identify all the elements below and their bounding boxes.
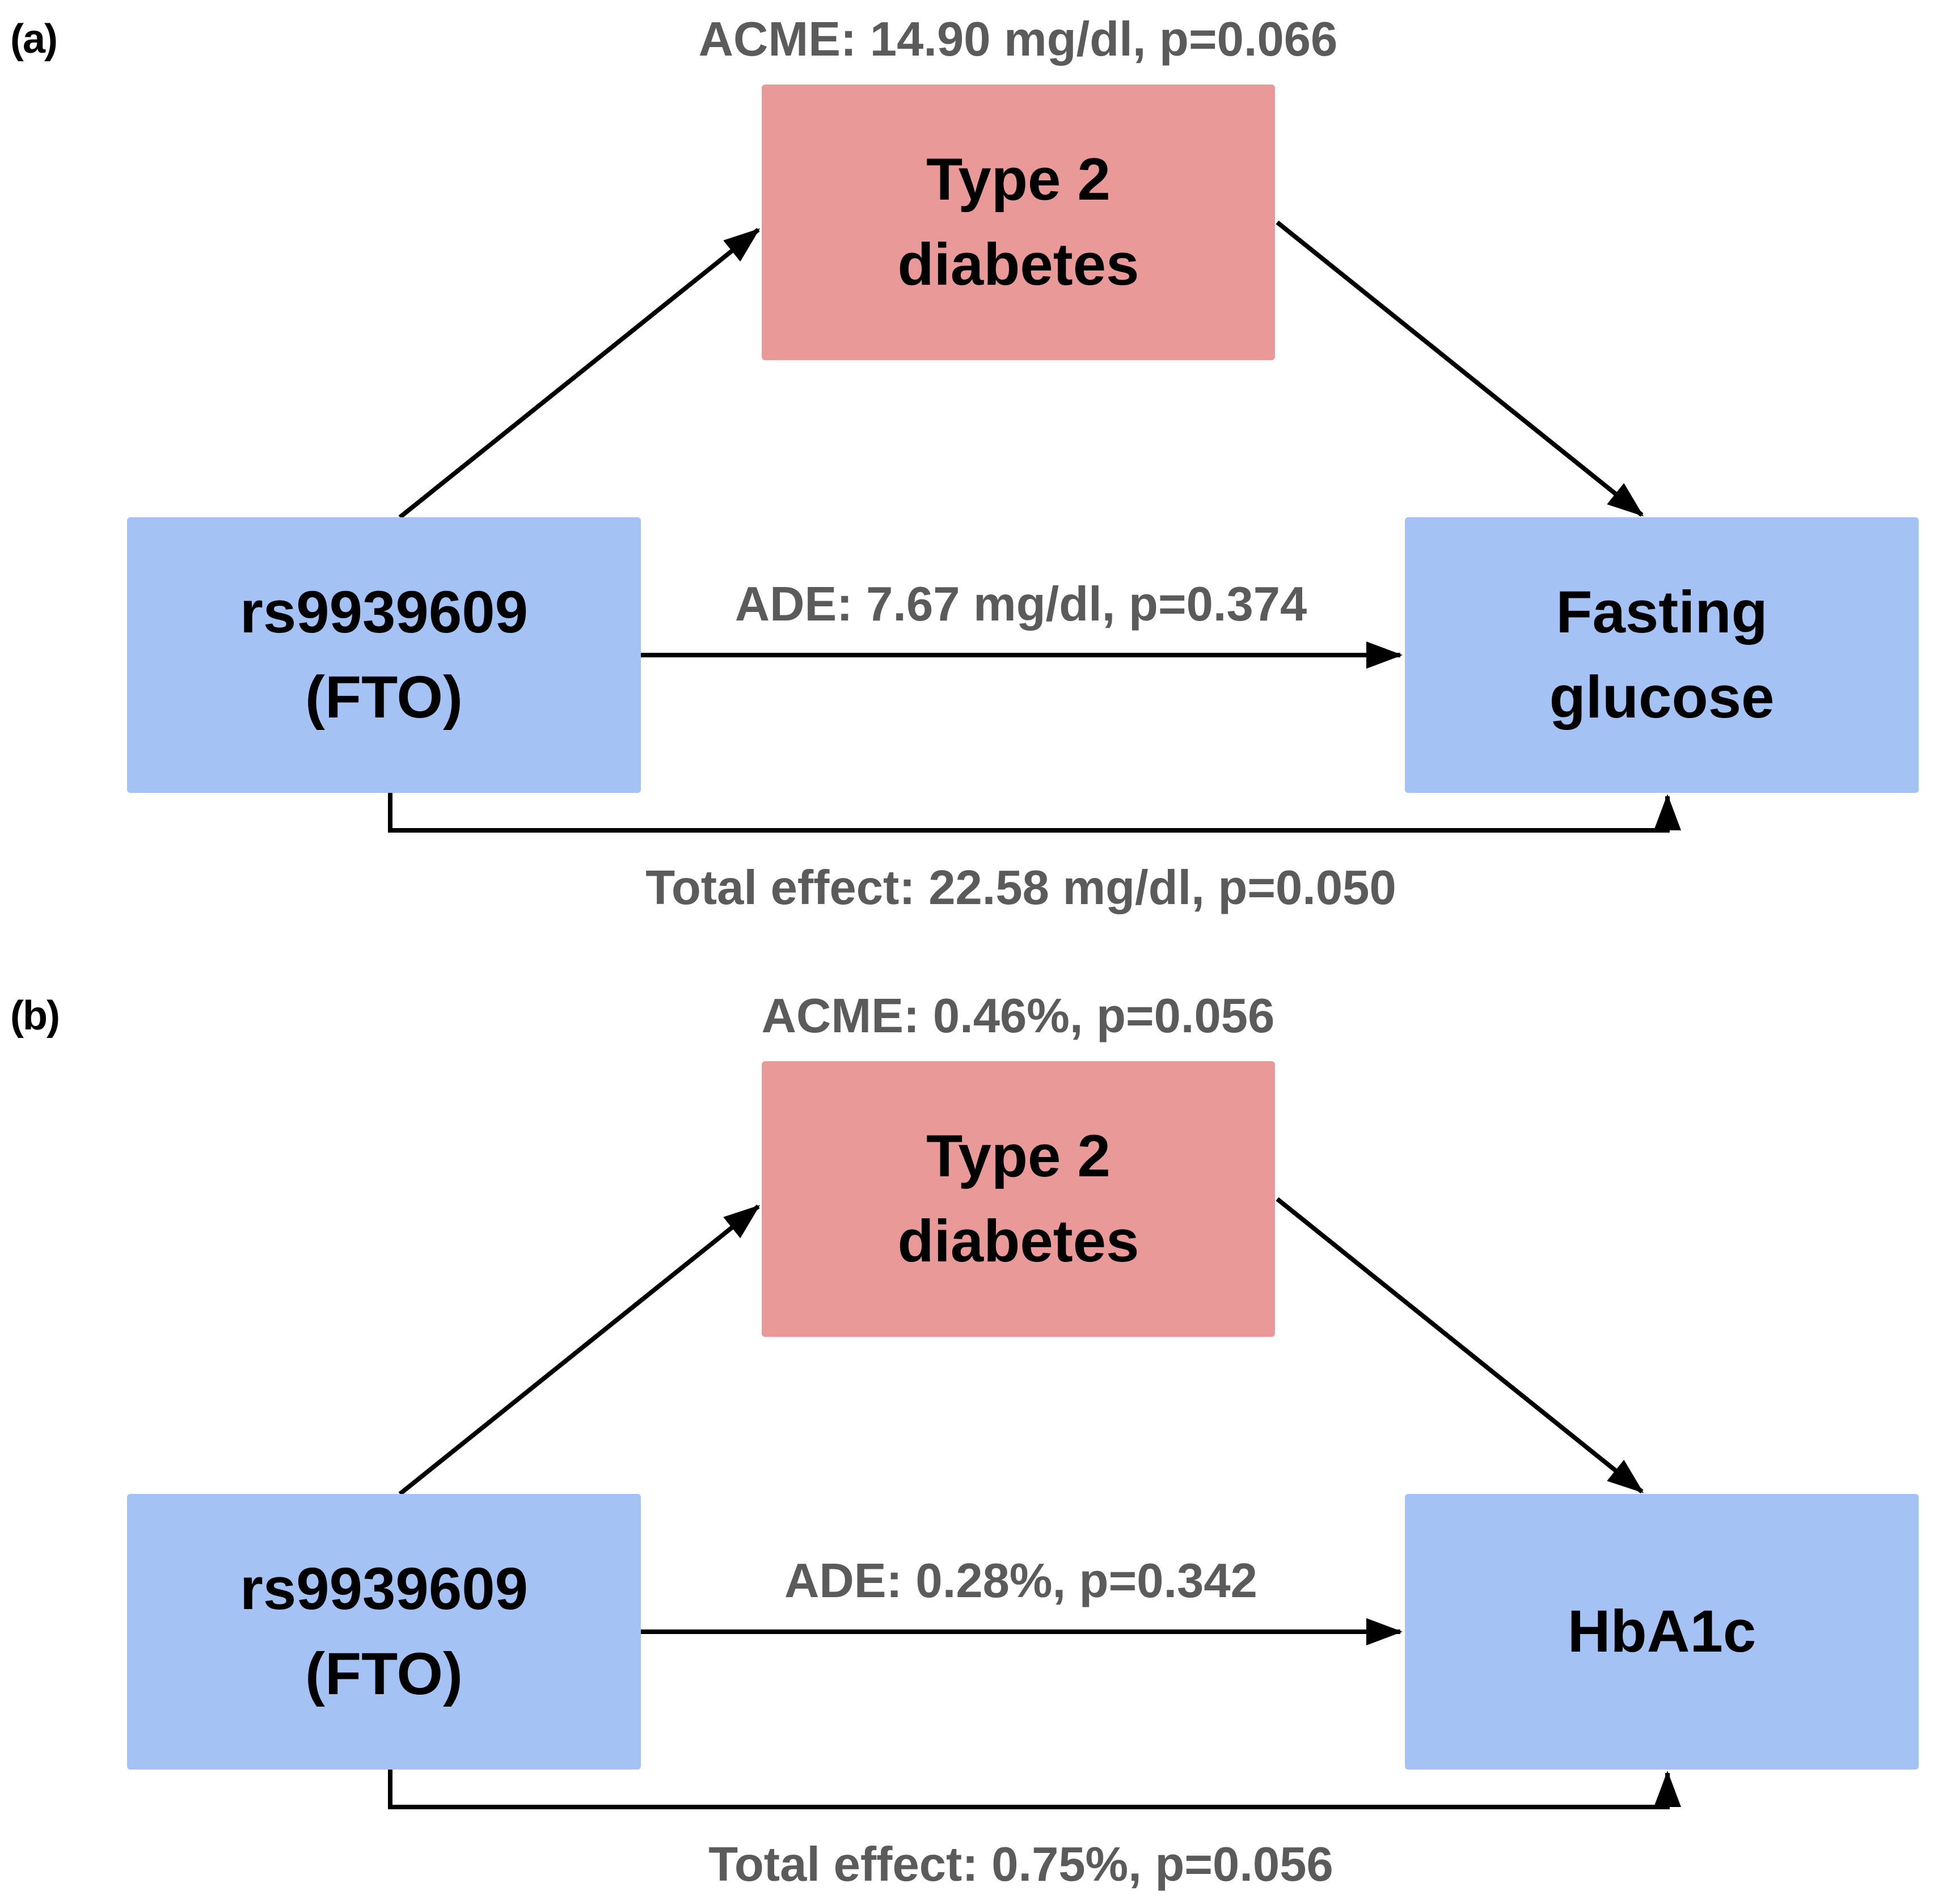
exposure-label-line1: rs9939609 (239, 579, 529, 645)
arrow-mediator-to-outcome (1276, 220, 1644, 517)
exposure-box-rs9939609: rs9939609 (FTO) (127, 517, 641, 793)
outcome-box-hba1c: HbA1c (1405, 1494, 1919, 1770)
acme-annotation: ACME: 0.46%, p=0.056 (761, 989, 1275, 1043)
arrow-exposure-to-mediator (398, 1204, 761, 1496)
mediator-label-line1: Type 2 (926, 1123, 1111, 1189)
exposure-box-rs9939609: rs9939609 (FTO) (127, 1494, 641, 1770)
acme-annotation: ACME: 14.90 mg/dl, p=0.066 (698, 12, 1338, 66)
ade-annotation: ADE: 7.67 mg/dl, p=0.374 (734, 577, 1307, 631)
outcome-label-line1: HbA1c (1567, 1598, 1757, 1665)
total-effect-annotation: Total effect: 22.58 mg/dl, p=0.050 (645, 861, 1396, 915)
total-effect-annotation: Total effect: 0.75%, p=0.056 (708, 1838, 1333, 1892)
mediator-label-line2: diabetes (897, 231, 1139, 298)
outcome-box-fasting-glucose: Fasting glucose (1405, 517, 1919, 793)
arrow-total-effect (388, 1770, 1681, 1809)
outcome-label-line2: glucose (1549, 664, 1775, 731)
mediator-label-line1: Type 2 (926, 146, 1111, 213)
ade-annotation: ADE: 0.28%, p=0.342 (784, 1554, 1257, 1608)
arrow-mediator-to-outcome (1276, 1197, 1644, 1494)
mediator-box-type2diabetes: Type 2 diabetes (762, 85, 1275, 360)
outcome-label-line1: Fasting (1556, 579, 1768, 645)
panel-label: (b) (10, 993, 60, 1038)
mediator-label-line2: diabetes (897, 1208, 1139, 1274)
arrow-total-effect (388, 793, 1681, 833)
mediator-box-type2diabetes: Type 2 diabetes (762, 1061, 1275, 1337)
exposure-label-line2: (FTO) (305, 664, 463, 731)
panel-b: (b) ACME: 0.46%, p=0.056 Type 2 diabetes… (0, 977, 1938, 1904)
panel-label: (a) (10, 16, 58, 62)
exposure-label-line1: rs9939609 (239, 1556, 529, 1622)
panel-a: (a) ACME: 14.90 mg/dl, p=0.066 Type 2 di… (10, 12, 1919, 915)
arrow-exposure-to-mediator (398, 227, 761, 520)
exposure-label-line2: (FTO) (305, 1641, 463, 1707)
